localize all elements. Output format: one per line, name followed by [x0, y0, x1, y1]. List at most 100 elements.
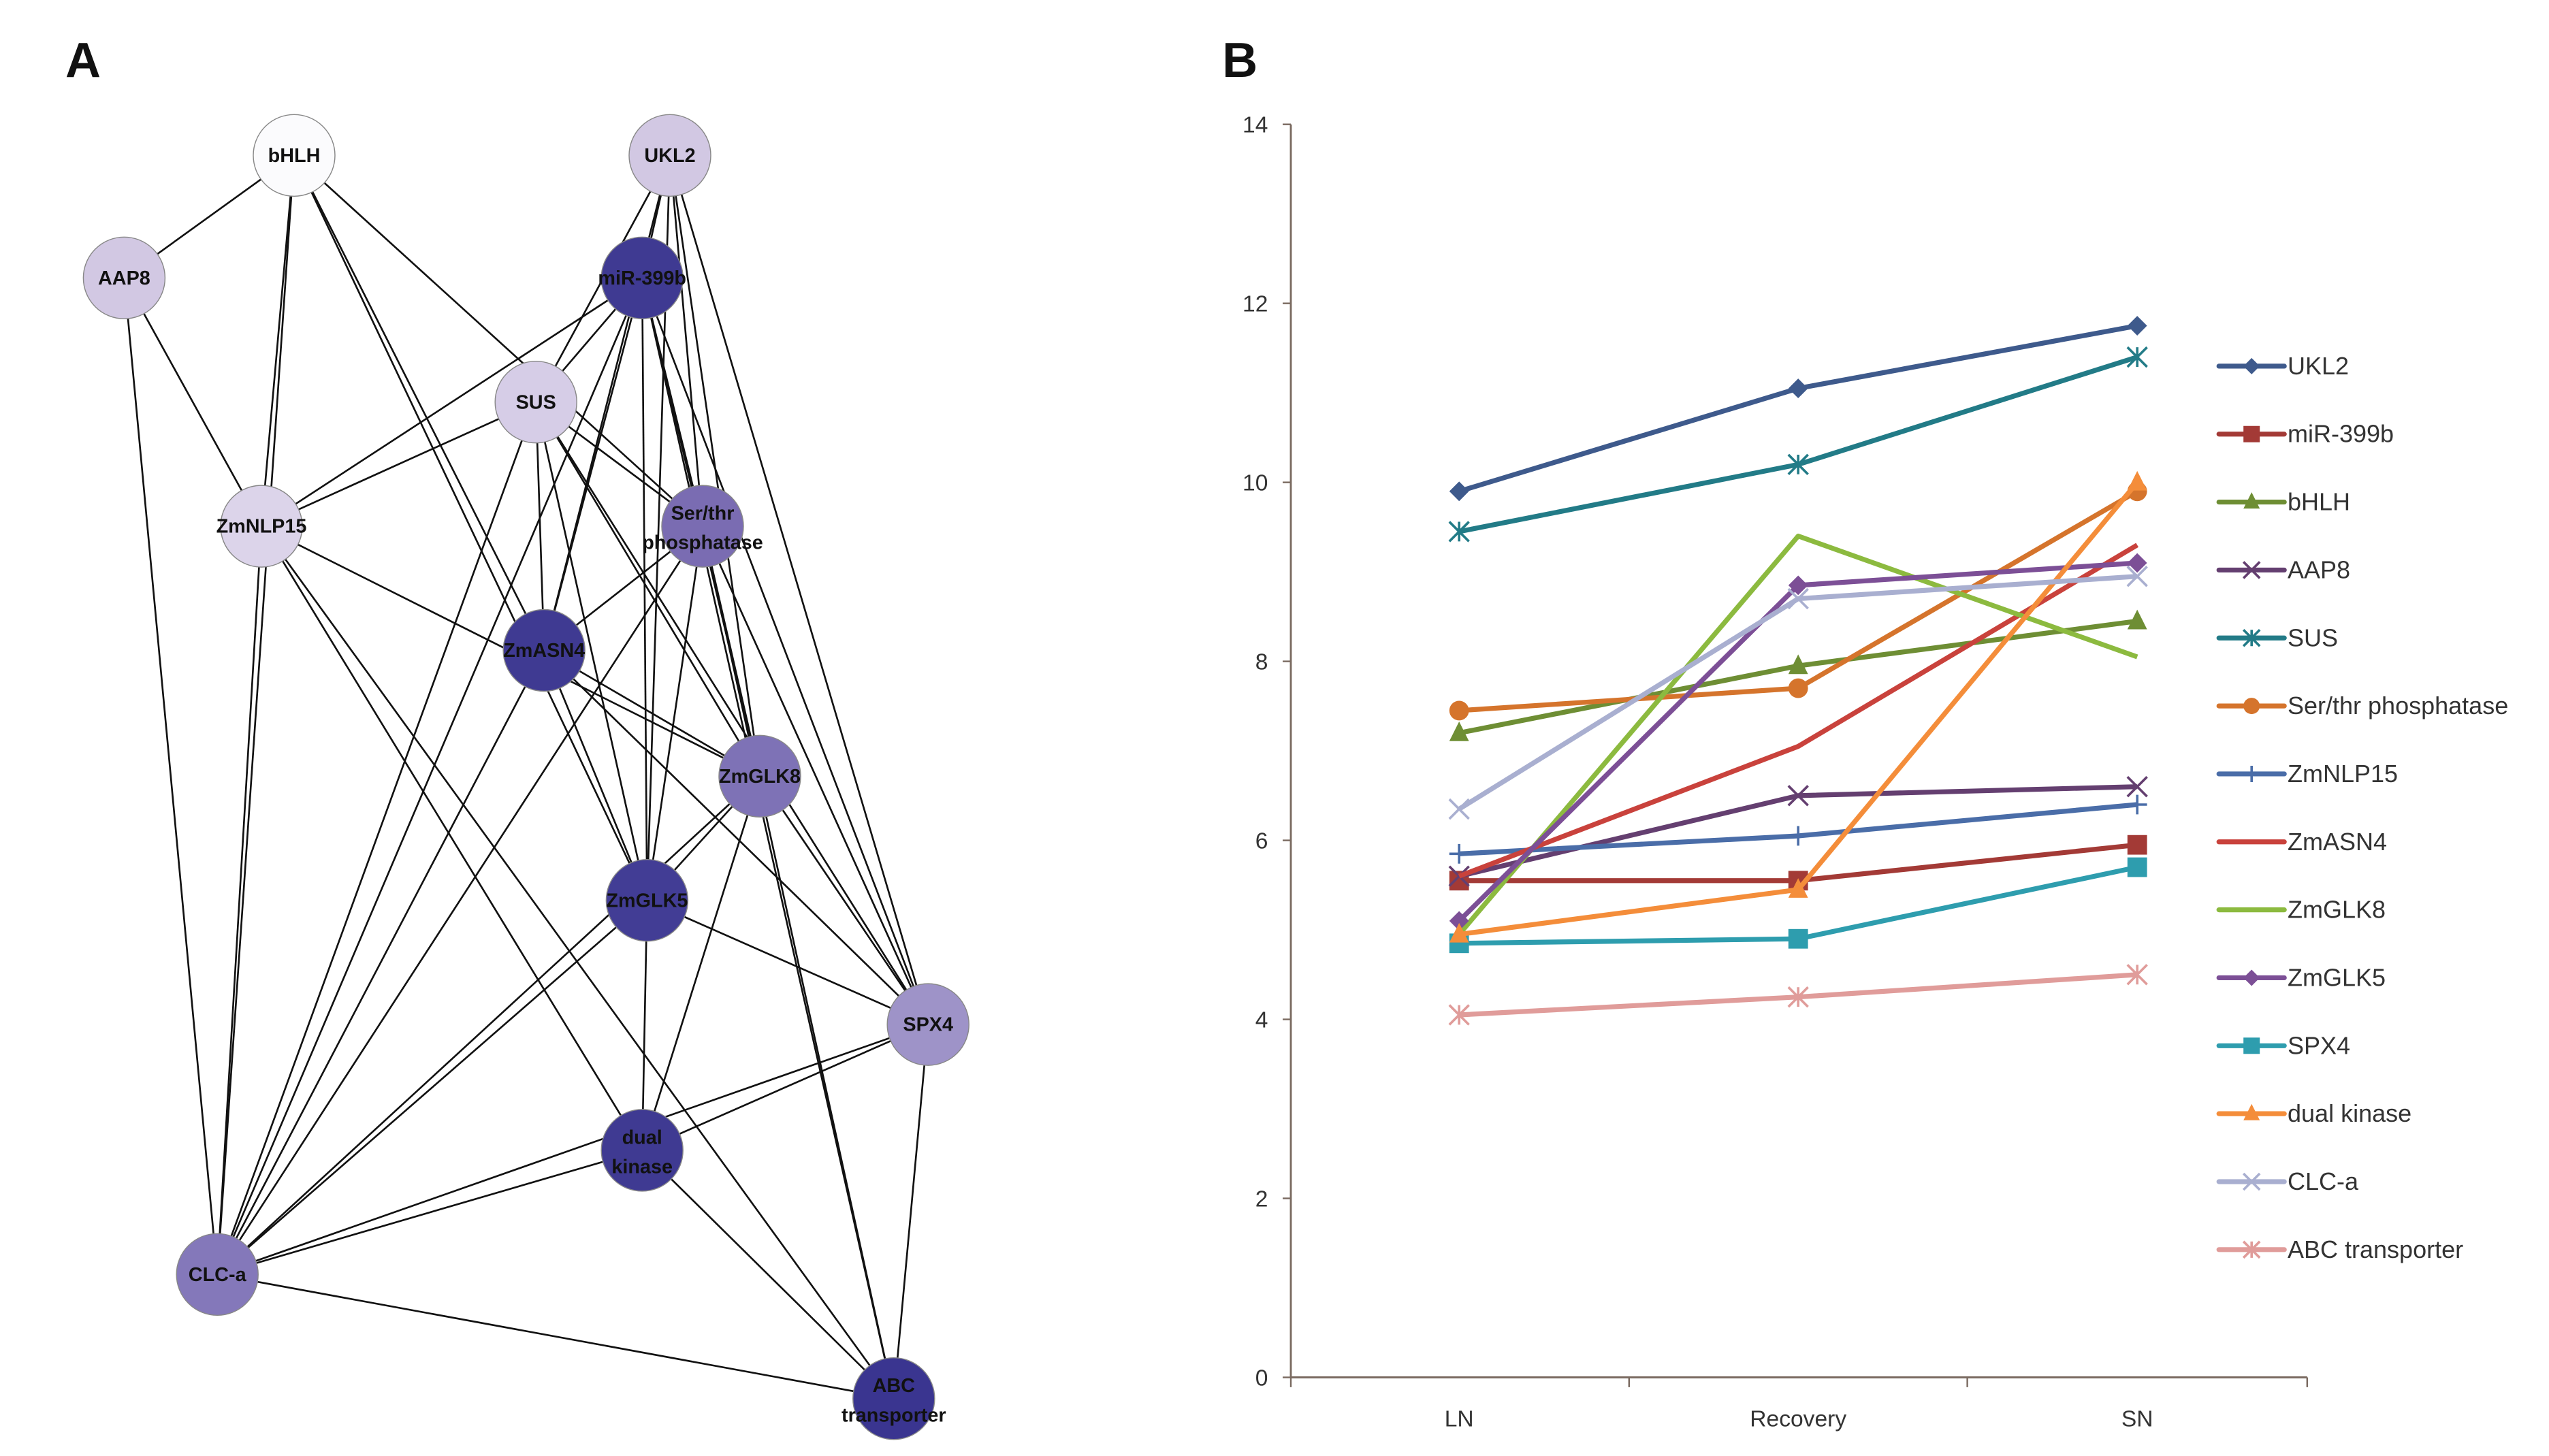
node-spx4: [886, 983, 969, 1066]
legend-marker: [2243, 425, 2260, 442]
node-label-zmasn4: ZmASN4: [503, 640, 585, 662]
node-label-dual-kinase: kinase: [611, 1156, 673, 1178]
legend-marker: [2243, 1037, 2260, 1054]
legend-label: bHLH: [2288, 488, 2350, 516]
node-aap8: [82, 236, 166, 320]
data-point-zmnlp15: [2127, 794, 2147, 815]
legend-label: AAP8: [2288, 555, 2350, 583]
node-dual-kinase: [600, 1109, 684, 1192]
gene-network: bHLH UKL2 AAP8 miR-399b SUS ZmNLP15 Ser/thr pho…: [82, 114, 969, 1440]
data-point-spx4: [1788, 928, 1808, 949]
edge-sus-zmnlp15: [261, 401, 536, 528]
series-line-zmglk5: [1457, 560, 2138, 923]
legend-label: CLC-a: [2288, 1167, 2359, 1195]
edge-sus-spx4: [535, 401, 929, 1025]
x-tick-label: Recovery: [1750, 1407, 1846, 1432]
edge-zmasn4-spx4: [543, 649, 929, 1026]
y-tick-label: 12: [1243, 292, 1268, 317]
node-zmnlp15: [220, 485, 303, 568]
edge-zmglk5-spx4: [646, 899, 929, 1026]
data-point-dual-kinase: [1449, 922, 1469, 943]
panel-b-label: B: [1222, 33, 1257, 88]
node-label-zmnlp15: ZmNLP15: [217, 516, 307, 538]
data-point-abc-transporter: [1787, 986, 1809, 1008]
legend-marker: [2242, 1172, 2261, 1191]
node-label-sus: SUS: [516, 391, 556, 413]
legend-item-dual-kinase: dual kinase: [2216, 1099, 2411, 1127]
edge-ser-thr-abc-transporter: [701, 525, 895, 1399]
legend-item-ser-thr-phosphatase: Ser/thr phosphatase: [2216, 692, 2508, 719]
edge-aap8-clc-a: [123, 278, 219, 1275]
legend-label: dual kinase: [2288, 1099, 2411, 1127]
node-label-clc-a: CLC-a: [189, 1264, 247, 1286]
data-point-zmglk5: [1449, 911, 1469, 931]
data-point-zmnlp15: [1449, 843, 1469, 864]
data-point-sus: [1787, 453, 1809, 476]
y-tick-label: 0: [1255, 1366, 1268, 1391]
data-point-clc-a: [1787, 587, 1809, 610]
y-tick-label: 8: [1255, 650, 1268, 675]
data-point-aap8: [1787, 785, 1809, 807]
legend-item-abc-transporter: ABC transporter: [2216, 1235, 2463, 1263]
data-point-sus: [2126, 346, 2148, 368]
edge-spx4-clc-a: [217, 1023, 929, 1276]
edge-zmasn4-clc-a: [217, 649, 545, 1275]
edge-bhlh-zmnlp15: [260, 155, 295, 527]
legend-label: Ser/thr phosphatase: [2288, 692, 2508, 719]
y-tick-label: 10: [1243, 471, 1268, 496]
network-nodes: bHLH UKL2 AAP8 miR-399b SUS ZmNLP15 Ser/thr pho…: [82, 114, 969, 1440]
node-label-aap8: AAP8: [98, 268, 150, 289]
y-tick-label: 2: [1255, 1187, 1268, 1212]
legend-marker: [2242, 628, 2261, 647]
chart-legend: UKL2 miR-399b bHLH AAP8 SUS Ser/thr phosphata…: [2216, 352, 2508, 1263]
legend-label: ZmGLK8: [2288, 896, 2386, 924]
edge-mir-399b-clc-a: [216, 277, 643, 1275]
edge-ser-thr-clc-a: [217, 525, 704, 1276]
edge-bhlh-zmasn4: [293, 155, 545, 651]
node-label-zmglk5: ZmGLK5: [606, 890, 688, 911]
data-point-clc-a: [2126, 566, 2148, 587]
series-bhlh: [1449, 609, 2147, 741]
data-point-zmnlp15: [1788, 826, 1808, 846]
chart-series: [1448, 316, 2148, 1026]
edge-sus-clc-a: [216, 402, 537, 1275]
data-point-abc-transporter: [1448, 1004, 1470, 1026]
node-label-abc-transporter: ABC: [873, 1375, 916, 1397]
edge-ser-thr-zmglk5: [646, 525, 704, 901]
data-point-ukl2: [1788, 378, 1808, 398]
node-clc-a: [176, 1233, 259, 1316]
node-label-spx4: SPX4: [903, 1014, 953, 1036]
edge-bhlh-ser-thr: [293, 155, 703, 528]
node-zmasn4: [502, 609, 586, 692]
legend-item-bhlh: bHLH: [2216, 488, 2350, 516]
legend-label: ZmASN4: [2288, 828, 2387, 856]
data-point-sus: [1448, 521, 1470, 543]
edge-sus-zmglk8: [535, 402, 761, 777]
x-tick-label: LN: [1445, 1407, 1474, 1432]
legend-item-zmglk5: ZmGLK5: [2216, 963, 2386, 991]
edge-spx4-dual-kinase: [641, 1023, 929, 1152]
data-point-bhlh: [1449, 722, 1469, 741]
edge-mir-399b-abc-transporter: [641, 278, 895, 1399]
node-ukl2: [628, 114, 711, 197]
legend-item-aap8: AAP8: [2216, 555, 2350, 583]
edge-zmglk8-spx4: [758, 775, 929, 1025]
legend-item-clc-a: CLC-a: [2216, 1167, 2359, 1195]
series-ukl2: [1449, 316, 2147, 502]
data-point-zmglk5: [2127, 553, 2147, 573]
node-label-dual-kinase: dual: [622, 1127, 662, 1148]
node-sus: [494, 360, 577, 444]
node-mir-399b: [600, 236, 684, 320]
legend-label: miR-399b: [2288, 420, 2394, 448]
x-tick-label: SN: [2121, 1407, 2153, 1432]
data-point-clc-a: [1448, 798, 1470, 820]
data-point-ukl2: [1449, 481, 1469, 502]
series-zmglk5: [1449, 553, 2147, 931]
edge-ukl2-spx4: [669, 155, 929, 1025]
legend-label: ABC transporter: [2288, 1235, 2463, 1263]
edge-mir-399b-spx4: [641, 277, 929, 1025]
line-chart: 0 2 4 6 8 10 12 14 LN Recovery SN UKL2 miR-399b bHLH…: [1243, 113, 2508, 1432]
legend-label: ZmNLP15: [2288, 760, 2398, 788]
legend-label: ZmGLK5: [2288, 963, 2386, 991]
